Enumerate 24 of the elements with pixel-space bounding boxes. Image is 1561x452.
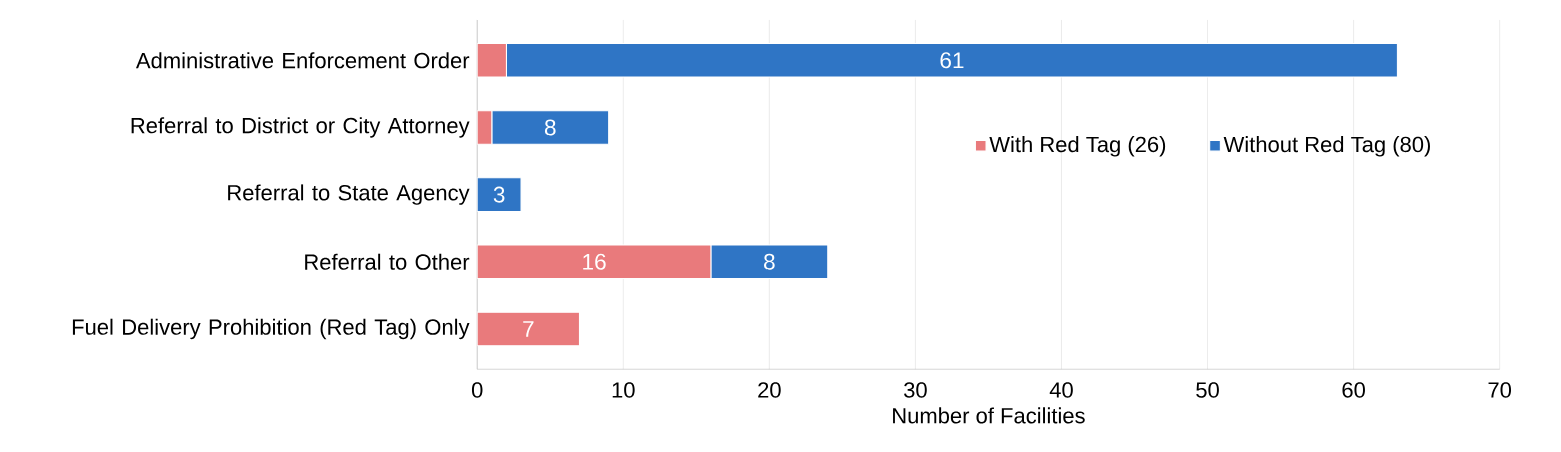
y-tick-label: Administrative Enforcement Order (135, 52, 470, 69)
bar (477, 177, 522, 212)
data-label: 7 (523, 321, 534, 337)
bar (477, 311, 581, 347)
data-label: 8 (544, 119, 556, 136)
x-tick-label: 70 (1488, 382, 1512, 398)
legend-label: Without Red Tag (80) (1223, 136, 1430, 157)
x-tick-label: 20 (758, 382, 781, 398)
x-tick-label: 30 (904, 382, 927, 398)
x-axis-title: Number of Facilities (893, 407, 1085, 424)
data-label: 8 (764, 253, 775, 270)
x-tick-label: 40 (1049, 382, 1073, 398)
y-tick-label: Referral to State Agency (228, 184, 470, 205)
x-tick-label: 0 (471, 382, 483, 398)
y-tick-label: Fuel Delivery Prohibition (Red Tag) Only (72, 318, 470, 340)
x-tick-label: 50 (1196, 382, 1219, 398)
data-label: 16 (583, 253, 606, 270)
y-tick-label: Referral to Other (305, 253, 470, 270)
legend-label: With Red Tag (26) (989, 136, 1166, 157)
data-label: 61 (940, 52, 964, 69)
x-tick-label: 10 (612, 382, 635, 398)
x-tick-label: 60 (1342, 382, 1365, 398)
data-label: 3 (493, 186, 505, 203)
y-tick-label: Referral to District or City Attorney (131, 117, 470, 138)
